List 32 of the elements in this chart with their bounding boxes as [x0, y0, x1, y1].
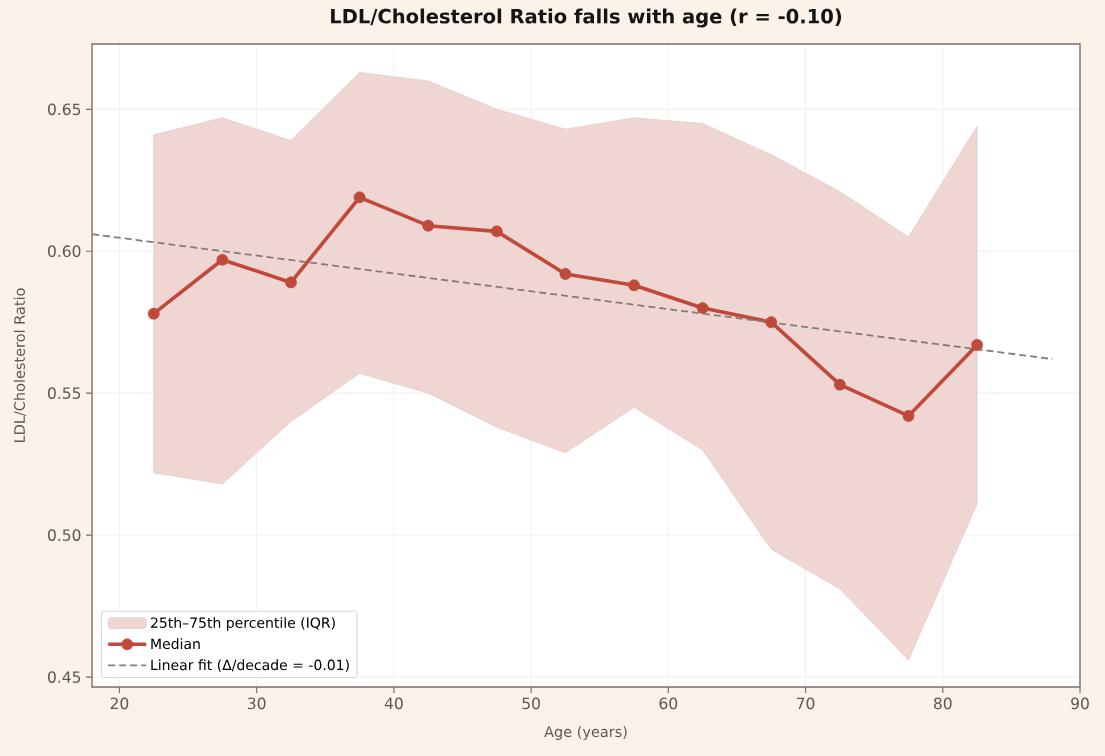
point: [765, 316, 778, 329]
point: [285, 276, 297, 289]
y-axis-title: LDL/Cholesterol Ratio: [13, 288, 27, 443]
point: [490, 225, 503, 238]
point: [559, 268, 572, 280]
point: [696, 302, 709, 314]
x-tick-label: 90: [1071, 697, 1089, 710]
point: [216, 253, 229, 266]
legend-label: Linear fit (Δ/decade = -0.01): [151, 659, 349, 672]
point: [628, 279, 640, 292]
x-tick-label: 30: [247, 697, 266, 710]
x-tick-label: 80: [933, 697, 952, 710]
point: [834, 378, 846, 391]
y-tick-label: 0.55: [47, 387, 81, 400]
legend-label: Median: [151, 638, 200, 650]
x-tick-label: 70: [796, 697, 815, 710]
point: [422, 219, 435, 232]
point: [353, 191, 366, 204]
legend-label: 25th–75th percentile (IQR): [151, 617, 335, 631]
chart-title: LDL/Cholesterol Ratio falls with age (r = -0.10): [331, 8, 842, 28]
point: [902, 410, 915, 422]
y-tick-label: 0.50: [47, 529, 81, 541]
x-tick-label: 40: [384, 697, 403, 710]
point: [147, 307, 160, 320]
y-tick-label: 0.45: [47, 671, 81, 683]
x-axis-title: Age (years): [544, 725, 627, 740]
x-tick-label: 60: [659, 697, 678, 710]
x-tick-label: 50: [522, 697, 540, 710]
x-tick-label: 20: [110, 697, 129, 710]
point: [971, 339, 983, 351]
y-tick-label: 0.60: [47, 245, 81, 258]
y-tick-label: 0.65: [47, 103, 81, 116]
